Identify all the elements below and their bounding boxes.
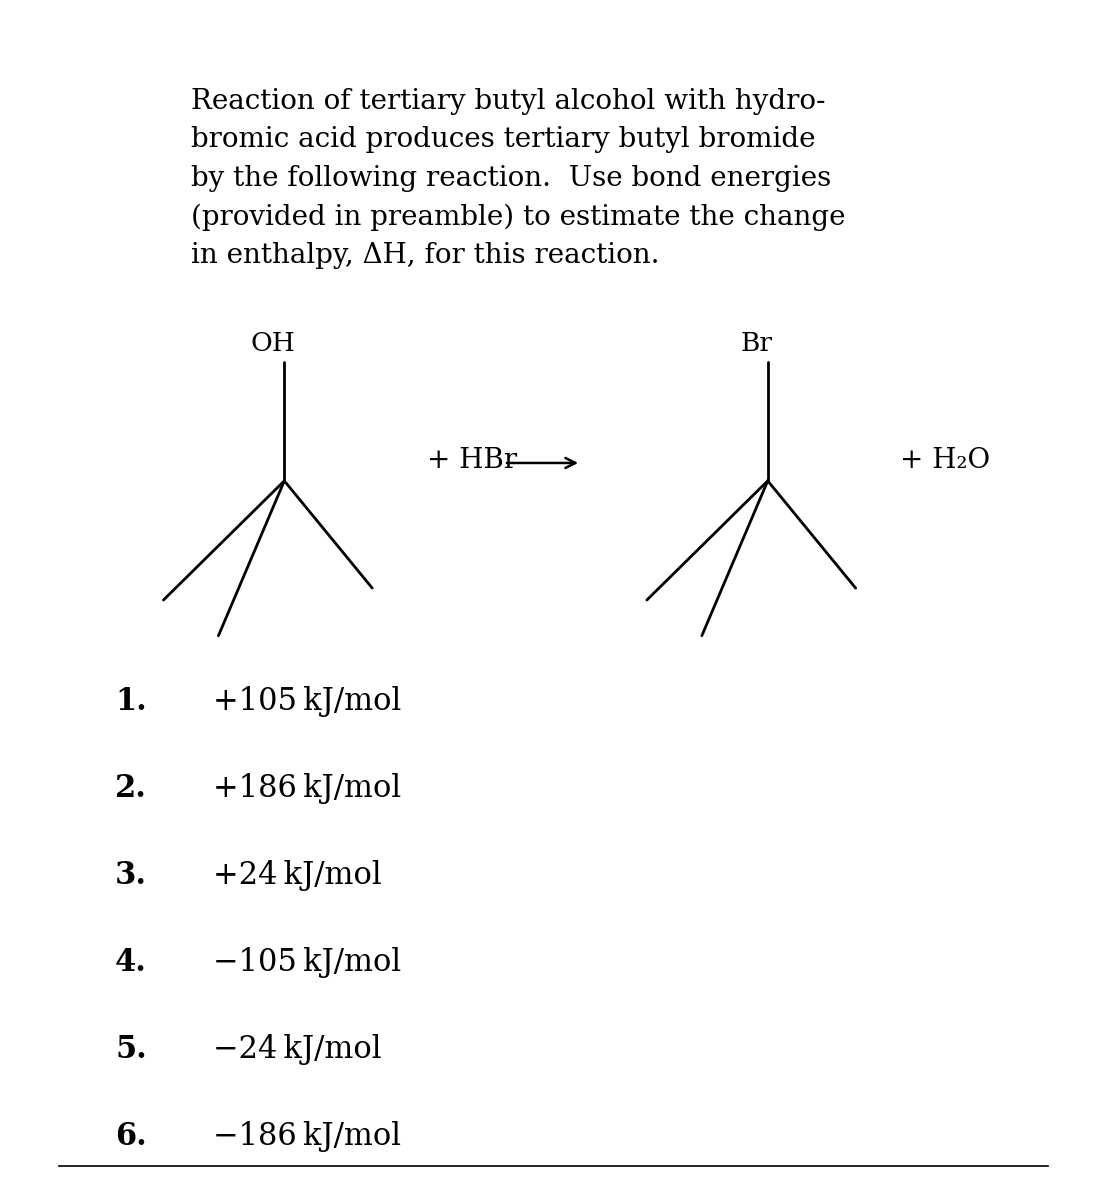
Text: 3.: 3. [115, 859, 147, 890]
Text: 1.: 1. [115, 685, 147, 716]
Text: +186 kJ/mol: +186 kJ/mol [213, 773, 401, 804]
Text: Br: Br [741, 331, 773, 355]
Text: Reaction of tertiary butyl alcohol with hydro-
bromic acid produces tertiary but: Reaction of tertiary butyl alcohol with … [190, 88, 846, 269]
Text: + H₂O: + H₂O [900, 448, 990, 474]
Text: 5.: 5. [115, 1033, 147, 1064]
Text: +24 kJ/mol: +24 kJ/mol [213, 859, 382, 890]
Text: OH: OH [251, 331, 296, 355]
Text: −24 kJ/mol: −24 kJ/mol [213, 1033, 382, 1064]
Text: 2.: 2. [115, 773, 147, 804]
Text: 6.: 6. [115, 1121, 147, 1152]
Text: +105 kJ/mol: +105 kJ/mol [213, 685, 401, 716]
Text: 4.: 4. [115, 947, 147, 978]
Text: + HBr: + HBr [427, 448, 517, 474]
Text: −186 kJ/mol: −186 kJ/mol [213, 1121, 401, 1152]
Text: −105 kJ/mol: −105 kJ/mol [213, 947, 401, 978]
